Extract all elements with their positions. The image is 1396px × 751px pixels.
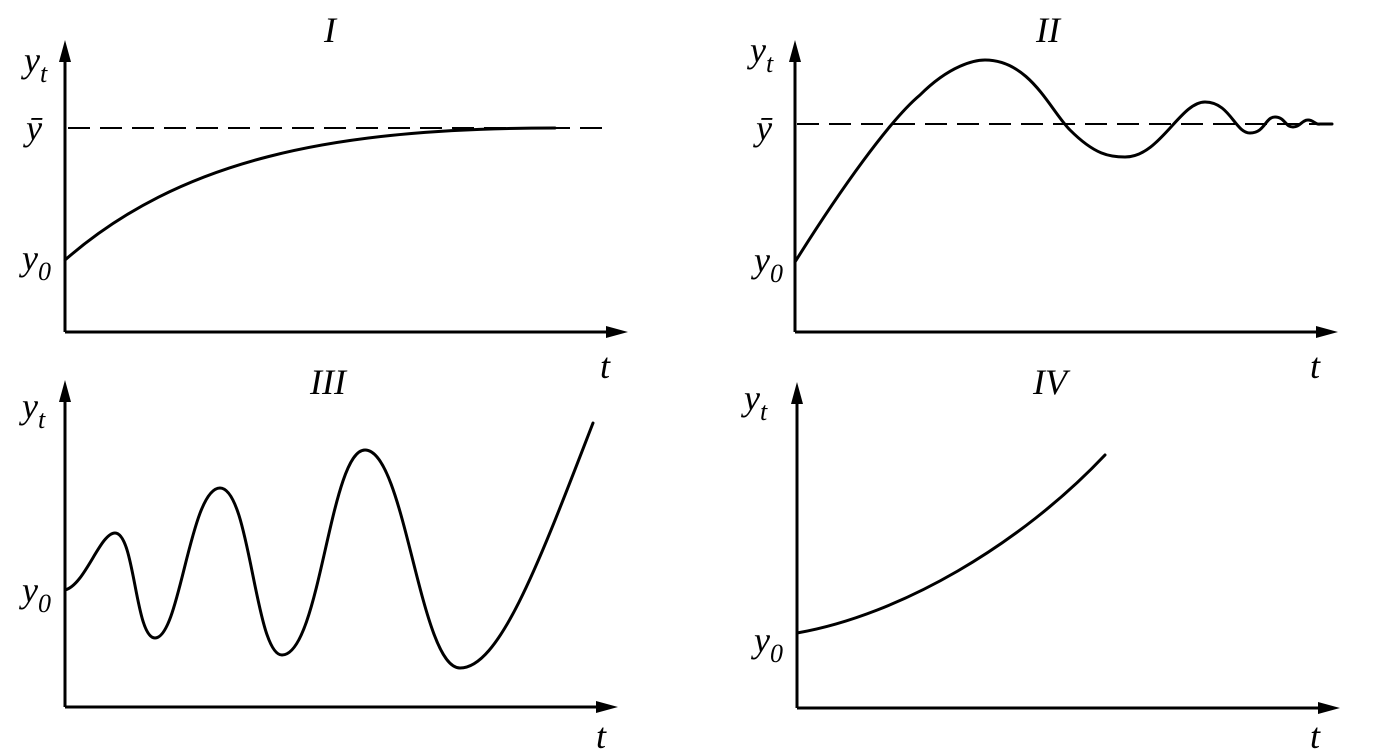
y-label: yt bbox=[19, 386, 46, 434]
x-label: t bbox=[1310, 346, 1321, 386]
label-base: y bbox=[741, 378, 760, 418]
start-label: y0 bbox=[751, 620, 783, 668]
y-label: yt bbox=[747, 30, 774, 78]
label-base: y bbox=[747, 30, 766, 70]
x-label: t bbox=[596, 716, 607, 751]
arrow-head bbox=[791, 382, 803, 404]
arrow-head bbox=[1316, 326, 1338, 338]
arrow-head bbox=[789, 40, 801, 62]
label-sub: 0 bbox=[770, 259, 783, 288]
panel-title: III bbox=[309, 362, 348, 402]
label-sub: t bbox=[40, 59, 48, 88]
label-base: y bbox=[19, 386, 38, 426]
start-label: y0 bbox=[19, 238, 51, 286]
curve bbox=[63, 126, 557, 262]
x-label: t bbox=[1310, 716, 1321, 751]
curve bbox=[795, 453, 1107, 635]
label-base: y bbox=[751, 240, 770, 280]
y-label: yt bbox=[21, 40, 48, 88]
start-label: y0 bbox=[751, 240, 783, 288]
panel-title: I bbox=[323, 10, 338, 50]
panel-2: II yt ȳ y0 t bbox=[747, 10, 1338, 386]
panel-title: IV bbox=[1032, 362, 1071, 402]
steady-label: ȳ bbox=[753, 108, 773, 148]
panel-4: IV yt y0 t bbox=[741, 362, 1340, 751]
arrow-head bbox=[59, 40, 71, 62]
curve bbox=[63, 421, 595, 670]
label-sub: t bbox=[766, 49, 774, 78]
label-sub: 0 bbox=[770, 639, 783, 668]
start-label: y0 bbox=[19, 570, 51, 618]
arrow-head bbox=[59, 380, 71, 402]
panel-title: II bbox=[1035, 10, 1062, 50]
arrow-head bbox=[1318, 702, 1340, 714]
curve bbox=[793, 58, 1334, 264]
y-label: yt bbox=[741, 378, 768, 426]
label-base: y bbox=[19, 570, 38, 610]
label-sub: 0 bbox=[38, 589, 51, 618]
label-base: y bbox=[21, 40, 40, 80]
panel-1: I yt ȳ y0 t bbox=[19, 10, 628, 386]
x-label: t bbox=[600, 346, 611, 386]
panel-3: III yt y0 t bbox=[19, 362, 618, 751]
steady-label: ȳ bbox=[23, 108, 43, 148]
label-base: y bbox=[751, 620, 770, 660]
arrow-head bbox=[606, 326, 628, 338]
label-sub: t bbox=[760, 397, 768, 426]
label-sub: 0 bbox=[38, 257, 51, 286]
arrow-head bbox=[596, 701, 618, 713]
label-sub: t bbox=[38, 405, 46, 434]
label-base: y bbox=[19, 238, 38, 278]
